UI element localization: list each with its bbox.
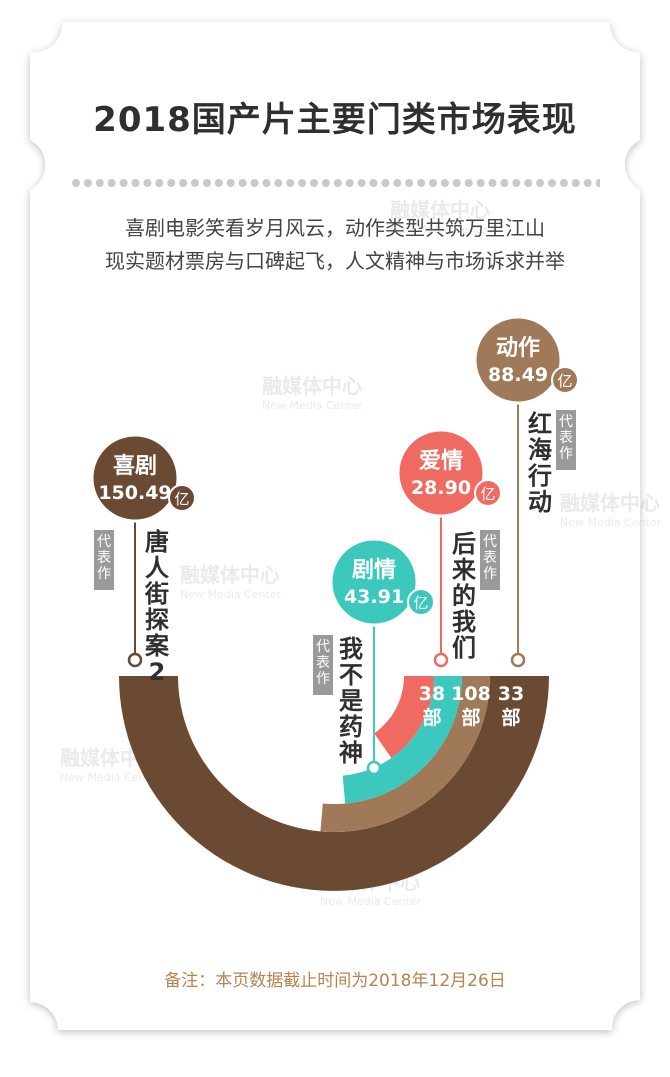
arc-动作	[320, 676, 490, 832]
bubble-name-爱情: 爱情	[419, 448, 463, 474]
rep-tag-bg-剧情	[313, 635, 333, 695]
dotted-divider	[72, 179, 600, 187]
bubble-value-喜剧: 150.49	[98, 482, 171, 504]
rep-tag-bg-喜剧	[94, 530, 114, 590]
svg-text:代表作: 代表作	[483, 534, 497, 582]
svg-text:我不是药神: 我不是药神	[339, 635, 363, 767]
count-喜剧: 63	[548, 683, 574, 705]
svg-text:代表作: 代表作	[559, 414, 573, 462]
bubble-value-动作: 88.49	[488, 364, 548, 386]
leader-dot-爱情	[433, 652, 449, 668]
unit-badge-喜剧	[168, 484, 196, 512]
rep-tag-喜剧: 代表作	[97, 534, 111, 582]
arc-爱情	[374, 676, 434, 758]
count-unit-爱情: 部	[422, 706, 441, 729]
svg-text:代表作: 代表作	[316, 639, 330, 687]
representative-动作: 红海行动	[527, 410, 552, 516]
rep-tag-剧情: 代表作	[316, 639, 330, 687]
unit-badge-爱情	[474, 479, 502, 507]
bubble-name-剧情: 剧情	[352, 557, 396, 583]
subtitle-line-2: 现实题材票房与口碑起飞，人文精神与市场诉求并举	[105, 249, 565, 273]
unit-badge-剧情	[407, 588, 435, 616]
count-爱情: 38	[419, 683, 445, 705]
svg-text:后来的我们: 后来的我们	[452, 530, 477, 662]
leader-dot-喜剧	[127, 652, 143, 668]
bubble-value-爱情: 28.90	[411, 477, 471, 499]
count-剧情: 108	[451, 683, 491, 705]
rep-tag-爱情: 代表作	[483, 534, 497, 582]
count-动作: 33	[498, 683, 524, 705]
svg-text:红海行动: 红海行动	[527, 410, 552, 516]
representative-喜剧: 唐人街探案 2	[144, 528, 170, 686]
leader-dot-动作	[510, 652, 526, 668]
subtitle-line-1: 喜剧电影笑看岁月风云，动作类型共筑万里江山	[125, 216, 545, 240]
representative-剧情: 我不是药神	[339, 635, 363, 767]
leader-dot-剧情	[366, 760, 382, 776]
rep-tag-bg-爱情	[480, 530, 500, 590]
svg-text:代表作: 代表作	[97, 534, 111, 582]
bubble-value-剧情: 43.91	[344, 586, 404, 608]
representative-爱情: 后来的我们	[452, 530, 477, 662]
bubble-爱情	[396, 428, 486, 518]
bubble-喜剧	[90, 433, 180, 523]
bubble-动作	[473, 315, 563, 405]
count-unit-剧情: 部	[461, 706, 480, 729]
unit-label-剧情: 亿	[413, 594, 428, 612]
bubble-name-喜剧: 喜剧	[113, 453, 157, 479]
unit-badge-动作	[551, 366, 579, 394]
bubble-剧情	[329, 537, 419, 627]
bubble-name-动作: 动作	[496, 336, 540, 361]
unit-label-喜剧: 亿	[174, 490, 189, 508]
unit-label-动作: 亿	[557, 372, 572, 390]
unit-label-爱情: 亿	[480, 485, 495, 503]
rep-tag-bg-动作	[556, 410, 576, 470]
footnote: 备注：本页数据截止时间为2018年12月26日	[164, 971, 506, 991]
arc-喜剧	[119, 676, 549, 891]
count-unit-喜剧: 部	[551, 706, 570, 729]
rep-tag-动作: 代表作	[559, 414, 573, 462]
count-unit-动作: 部	[501, 706, 520, 729]
page-title: 2018国产片主要门类市场表现	[93, 100, 577, 140]
